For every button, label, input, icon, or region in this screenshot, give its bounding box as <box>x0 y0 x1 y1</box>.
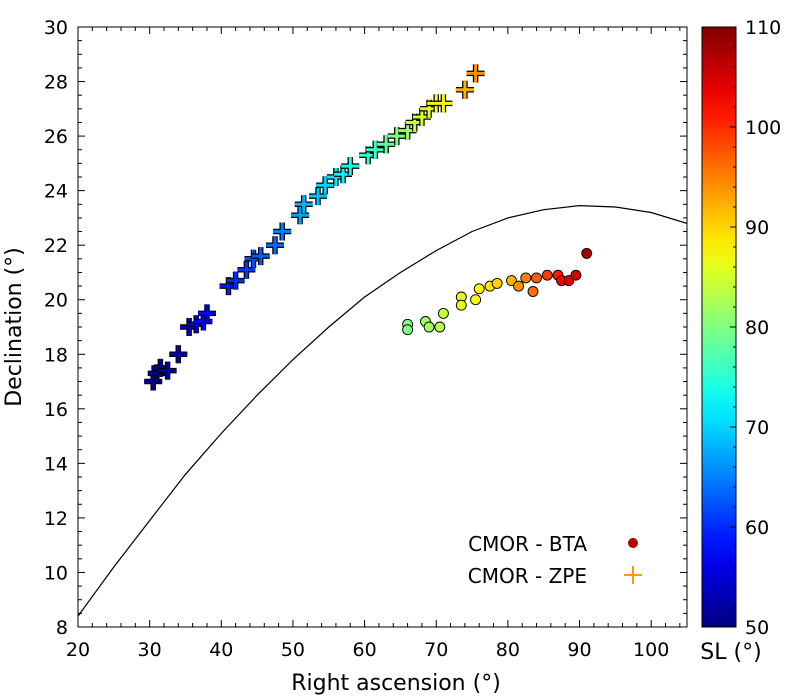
x-tick-label: 50 <box>281 639 305 661</box>
zpe-point-25 <box>377 135 396 154</box>
legend-label-bta: CMOR - BTA <box>468 532 587 556</box>
x-tick-label: 30 <box>138 639 162 661</box>
zpe-point-34 <box>466 64 485 83</box>
zpe-point-33 <box>455 80 474 99</box>
y-axis-title: Declination (°) <box>2 247 27 407</box>
bta-point-12 <box>506 275 517 287</box>
colorbar-tick-label: 60 <box>745 517 769 539</box>
legend: CMOR - BTA CMOR - ZPE <box>468 532 642 588</box>
bta-point-21 <box>570 269 582 281</box>
y-tick-label: 12 <box>44 508 68 530</box>
zpe-point-16 <box>291 206 310 225</box>
zpe-point-8 <box>198 304 216 323</box>
y-tick-label: 18 <box>44 344 68 366</box>
bta-point-13 <box>513 280 525 292</box>
zpe-point-14 <box>266 236 284 255</box>
bta-point-7 <box>455 299 467 311</box>
x-axis-title: Right ascension (°) <box>291 671 501 696</box>
colorbar-tick-label: 80 <box>745 317 769 339</box>
ecliptic-curve <box>78 204 687 617</box>
plot-area <box>78 27 687 627</box>
colorbar-tick-label: 100 <box>745 117 781 139</box>
zpe-point-15 <box>273 222 292 241</box>
bta-point-8 <box>470 294 482 306</box>
y-tick-label: 16 <box>44 399 68 421</box>
y-tick-label: 26 <box>44 126 68 148</box>
bta-point-22 <box>581 247 593 259</box>
bta-point-5 <box>437 307 449 319</box>
zpe-point-32 <box>434 94 453 113</box>
bta-point-14 <box>520 272 532 284</box>
zpe-point-6 <box>187 315 206 334</box>
y-tick-label: 30 <box>44 17 68 39</box>
x-tick-label: 60 <box>352 639 376 661</box>
colorbar: 50 60 70 80 90 100 110 <box>701 17 781 639</box>
bta-point-11 <box>491 277 503 289</box>
bta-point-3 <box>423 321 435 333</box>
zpe-point-13 <box>251 247 270 266</box>
zpe-point-11 <box>237 260 256 279</box>
bta-point-9 <box>473 283 485 295</box>
legend-label-zpe: CMOR - ZPE <box>468 564 587 588</box>
zpe-point-17 <box>294 195 313 214</box>
y-tick-label: 14 <box>44 453 68 475</box>
bta-point-15 <box>527 286 539 297</box>
y-tick-label: 22 <box>44 235 68 257</box>
zpe-point-26 <box>387 127 406 146</box>
y-tick-label: 24 <box>44 181 68 203</box>
colorbar-tick-label: 70 <box>745 417 769 439</box>
y-tick-label: 10 <box>44 562 68 584</box>
zpe-point-18 <box>309 187 327 206</box>
bta-point-4 <box>434 321 446 333</box>
zpe-point-4 <box>169 345 188 364</box>
y-tick-label: 20 <box>44 290 68 312</box>
colorbar-title: SL (°) <box>700 640 761 665</box>
x-tick-label: 20 <box>66 639 90 661</box>
zpe-point-10 <box>226 271 245 290</box>
colorbar-tick-label: 90 <box>745 217 769 239</box>
x-tick-label: 40 <box>209 639 233 661</box>
zpe-point-24 <box>366 140 385 159</box>
x-tick-label: 70 <box>424 639 448 661</box>
bta-point-16 <box>531 272 542 284</box>
x-tick-label: 90 <box>567 639 591 661</box>
bta-point-1 <box>402 324 414 336</box>
bta-point-17 <box>541 269 553 281</box>
legend-marker-bta <box>628 538 638 548</box>
zpe-point-22 <box>341 157 360 176</box>
x-tick-label: 80 <box>496 639 520 661</box>
legend-marker-zpe <box>624 566 642 584</box>
y-tick-label: 8 <box>56 617 68 639</box>
y-tick-label: 28 <box>44 72 68 94</box>
x-tick-label: 100 <box>633 639 669 661</box>
zpe-point-19 <box>316 176 335 195</box>
colorbar-tick-label: 50 <box>745 617 769 639</box>
colorbar-tick-label: 110 <box>745 17 781 39</box>
zpe-point-3 <box>158 361 177 380</box>
